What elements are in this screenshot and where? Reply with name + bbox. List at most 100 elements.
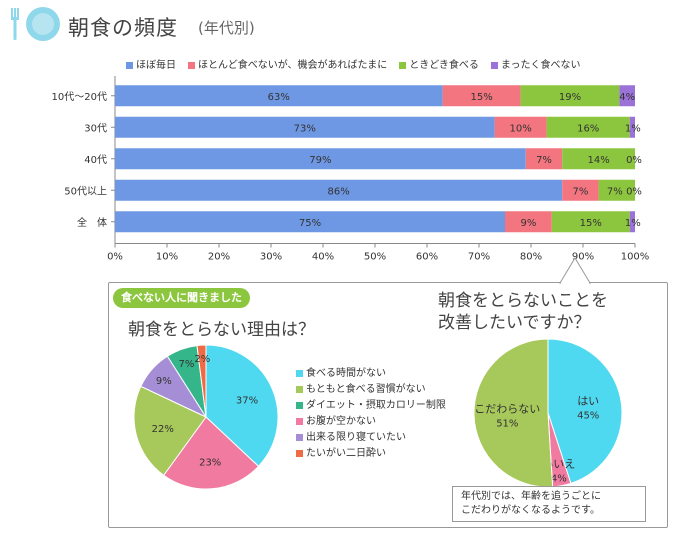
x-tick-label: 0% [107, 252, 123, 263]
legend-label: 出来る限り寝ていたい [306, 432, 406, 443]
category-label: 40代 [84, 154, 107, 166]
bar-segment [505, 211, 552, 233]
page-subtitle: (年代別) [198, 19, 255, 37]
bar-segment [115, 85, 443, 107]
legend-item-daily: ほぼ毎日 [126, 56, 176, 71]
data-label: 7% [536, 155, 552, 166]
data-label: 7% [607, 186, 623, 197]
bar-segment [115, 148, 526, 170]
category-label: 50代以上 [64, 185, 107, 197]
data-label: 16% [577, 123, 599, 134]
x-tick-label: 10% [156, 252, 178, 263]
data-label: 75% [299, 218, 321, 229]
x-tick-label: 50% [364, 252, 386, 263]
legend-swatch [399, 61, 407, 69]
x-tick-label: 20% [208, 252, 230, 263]
legend-item: ダイエット・摂取カロリー制限 [296, 398, 446, 414]
legend-swatch [296, 433, 303, 441]
header: 朝食の頻度 (年代別) [8, 4, 698, 44]
legend-item-rarely: ほとんど食べないが、機会があればたまに [188, 56, 387, 71]
note-line: 年代別では、年齢を追うごとに [461, 491, 601, 502]
slice-label: 22% [152, 424, 174, 435]
data-label: 10% [509, 123, 531, 134]
reasons-title: 朝食をとらない理由は？ [128, 320, 315, 340]
bar-segment [115, 179, 563, 201]
bar-segment [562, 148, 635, 170]
stacked-bar-chart: 0% 10% 20% 30% 40% 50% 60% 70% 80% 90% 100% 10代～20代… [52, 76, 649, 263]
legend-label: ほぼ毎日 [136, 60, 176, 71]
legend-label: まったく食べない [500, 60, 581, 71]
x-tick-label: 60% [416, 252, 438, 263]
legend-item: お腹が空かない [296, 414, 446, 430]
pie-slice [473, 338, 554, 488]
slice-name-label: こだわらない [474, 402, 540, 415]
bar-segment [629, 116, 635, 138]
bar-segment [629, 211, 635, 233]
data-label: 0% [626, 186, 642, 197]
data-label: 15% [470, 92, 492, 103]
bar-segment [619, 85, 635, 107]
legend-swatch [296, 385, 303, 393]
slice-label: 45% [577, 411, 599, 422]
legend-item: もともと食べる習慣がない [296, 382, 446, 398]
legend-swatch [296, 449, 303, 457]
bar-segment [520, 85, 620, 107]
data-label: 79% [309, 155, 331, 166]
data-label: 1% [625, 123, 641, 134]
note-box: 年代別では、年齢を追うごとに こだわりがなくなるようです。 [452, 486, 646, 522]
slice-label: 9% [156, 376, 172, 387]
x-tick-label: 40% [312, 252, 334, 263]
header-icons [11, 7, 60, 41]
x-tick-label: 70% [468, 252, 490, 263]
fork-icon [11, 8, 19, 40]
legend-label: ダイエット・摂取カロリー制限 [306, 400, 446, 411]
legend-item: たいがい二日酔い [296, 446, 446, 462]
x-tick-label: 80% [520, 252, 542, 263]
note-line: こだわりがなくなるようです。 [461, 505, 600, 516]
legend-item-sometimes: ときどき食べる [399, 56, 479, 71]
category-label: 30代 [84, 122, 107, 134]
category-label: 10代～20代 [52, 91, 107, 103]
pie-slice [205, 344, 279, 467]
legend-swatch [188, 61, 195, 69]
legend-item: 食べる時間がない [296, 366, 446, 382]
category-label: 全 体 [77, 216, 107, 229]
pie-slice [162, 416, 260, 490]
slice-label: 37% [236, 395, 258, 406]
legend-swatch [126, 61, 133, 69]
data-label: 15% [580, 218, 602, 229]
data-label: 4% [619, 92, 635, 103]
plate-icon [26, 7, 60, 41]
slice-label: 23% [199, 457, 221, 468]
legend-swatch [296, 369, 303, 377]
slice-label: 4% [551, 474, 567, 485]
legend-item: 出来る限り寝ていたい [296, 430, 446, 446]
page-title: 朝食の頻度 [68, 16, 178, 40]
legend-swatch [296, 401, 303, 409]
slice-label: 51% [496, 418, 518, 429]
data-label: 63% [268, 92, 290, 103]
data-label: 19% [559, 92, 581, 103]
data-label: 9% [520, 218, 536, 229]
improve-title-line: 改善したいですか？ [438, 313, 591, 333]
bar-segment [442, 85, 521, 107]
bar-segment [551, 211, 630, 233]
bar-segment [546, 116, 630, 138]
legend-swatch [296, 417, 303, 425]
data-label: 1% [625, 218, 641, 229]
data-label: 0% [626, 155, 642, 166]
slice-label: 7% [179, 359, 195, 370]
bar-segment [115, 211, 505, 233]
data-label: 86% [327, 186, 349, 197]
slice-label: 2% [194, 354, 210, 365]
bar-segment [562, 179, 599, 201]
bar-segment [598, 179, 635, 201]
legend-swatch [490, 61, 498, 69]
legend-label: もともと食べる習慣がない [306, 384, 426, 395]
section-badge: 食べない人に聞きました [113, 288, 250, 308]
improve-title-line: 朝食をとらないことを [438, 291, 608, 311]
slice-name-label: はい [577, 395, 599, 408]
legend-item-never: まったく食べない [490, 56, 581, 71]
